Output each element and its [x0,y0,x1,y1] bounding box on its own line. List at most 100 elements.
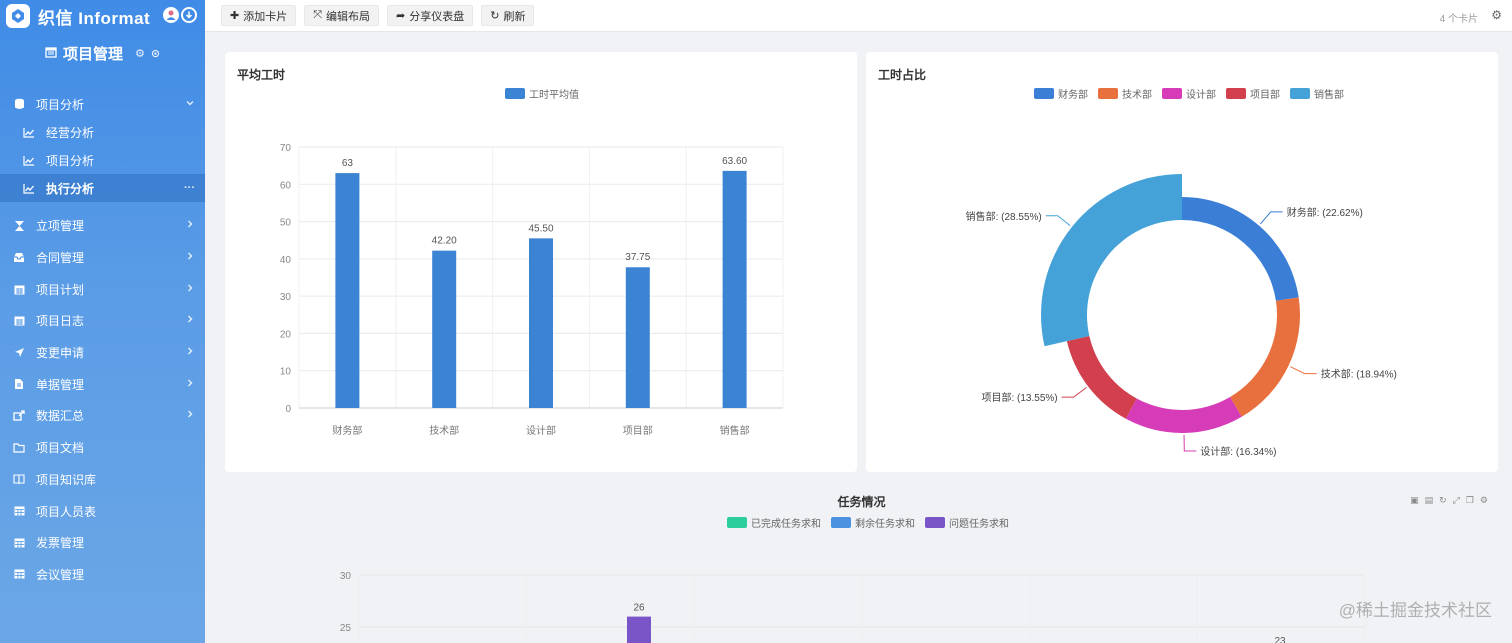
edit-layout-label: 编辑布局 [326,10,371,23]
download-icon[interactable] [181,7,197,23]
table-icon [12,569,26,579]
y-tick-label: 60 [280,180,292,191]
chevron-right-icon [185,283,195,296]
sidebar-item[interactable]: 数据汇总 [0,400,205,432]
refresh-icon[interactable]: ↻ [1439,494,1447,505]
sidebar-item[interactable]: 项目知识库 [0,464,205,496]
image-icon[interactable]: ▣ [1410,494,1419,505]
sidebar-item[interactable]: 单据管理 [0,368,205,400]
legend-item[interactable]: 已完成任务求和 [727,515,821,530]
sidebar: 织信 Informat 项目管理 ⚙ ⊙ 项目分析 [0,0,205,643]
sidebar-item[interactable]: 立项管理 [0,210,205,242]
edit-layout-button[interactable]: ⤧ 编辑布局 [304,5,380,26]
x-tick-label: 技术部 [429,424,459,437]
sidebar-item-project-analysis[interactable]: 项目分析 [0,146,205,174]
y-tick-label: 50 [280,218,292,229]
legend-item[interactable]: 设计部 [1162,86,1216,101]
legend-swatch [1226,88,1246,99]
refresh-icon: ↻ [490,10,500,22]
sidebar-item-execution-analysis[interactable]: 执行分析 ··· [0,174,205,202]
bar-设计部 [529,238,553,408]
slice-label: 项目部: (13.55%) [981,391,1057,404]
chart-legend: 财务部 技术部 设计部 项目部 销售部 [1034,86,1344,101]
label-leader [1183,434,1197,452]
sidebar-item-label: 合同管理 [36,251,85,266]
brand-name: 织信 Informat [38,8,151,28]
y-tick-label: 30 [280,292,292,303]
calendar-icon [12,315,26,326]
bar-问题任务求和 [627,616,651,643]
project-title: 项目管理 [62,45,123,63]
sidebar-item[interactable]: 会议管理 [0,559,205,591]
legend-label: 销售部 [1314,90,1344,101]
watermark: @稀土掘金技术社区 [1338,601,1492,620]
sidebar-group-project-analysis[interactable]: 项目分析 [0,90,205,118]
label-leader [1061,387,1087,398]
refresh-label: 刷新 [503,10,526,23]
brand-logo-icon[interactable] [6,4,30,28]
sidebar-item[interactable]: 项目文档 [0,432,205,464]
chevron-right-icon [185,251,195,264]
legend-label: 项目部 [1250,90,1280,101]
y-tick-label: 30 [340,571,352,582]
sidebar-group-label: 项目分析 [36,97,85,112]
bar-销售部 [722,170,747,408]
sidebar-item[interactable]: 项目计划 [0,273,205,305]
sidebar-item-business-analysis[interactable]: 经营分析 [0,118,205,146]
fullscreen-icon[interactable]: ⤢ [1452,494,1460,505]
sidebar-item-label: 立项管理 [36,219,85,234]
sidebar-item-label: 会议管理 [36,567,85,582]
y-tick-label: 0 [285,404,291,415]
legend-label: 技术部 [1122,90,1152,101]
legend-item[interactable]: 剩余任务求和 [831,515,915,530]
sidebar-item[interactable]: 项目人员表 [0,495,205,527]
x-tick-label: 销售部 [720,424,750,437]
x-tick-label: 设计部 [526,424,556,437]
hourglass-icon [12,220,26,232]
avatar[interactable] [163,7,179,23]
legend-item[interactable]: 技术部 [1098,86,1152,101]
share-dashboard-button[interactable]: ➦ 分享仪表盘 [387,5,474,26]
legend-swatch [1034,88,1054,99]
legend-item[interactable]: 销售部 [1290,86,1344,101]
data-label: 45.50 [528,223,553,234]
gear-icon[interactable]: ⚙ [1479,494,1488,505]
sidebar-item-label: 项目日志 [36,314,85,329]
legend-item[interactable]: 财务部 [1034,86,1088,101]
sidebar-item-label: 项目文档 [36,441,85,456]
legend-label: 剩余任务求和 [855,519,915,530]
legend-item[interactable]: 项目部 [1226,86,1280,101]
book-icon [12,474,26,485]
label-leader [1045,215,1071,227]
toolbar: ✚ 添加卡片 ⤧ 编辑布局 ➦ 分享仪表盘 ↻ 刷新 4 个卡片 ⚙ [205,0,1512,32]
more-circle-icon[interactable]: ⊙ [150,47,161,60]
refresh-button[interactable]: ↻ 刷新 [481,5,535,26]
legend-label: 财务部 [1058,90,1088,101]
copy-icon[interactable]: ❐ [1465,494,1474,505]
more-icon[interactable]: ··· [184,182,195,194]
chart-legend: 工时平均值 [505,86,579,101]
sidebar-item[interactable]: 发票管理 [0,527,205,559]
legend-swatch [1162,88,1182,99]
sidebar-item-label: 变更申请 [36,346,85,361]
y-tick-label: 10 [280,367,292,378]
expand-icon: ⤧ [313,9,323,21]
share-icon: ➦ [396,10,406,22]
chevron-down-icon [185,98,195,111]
settings-icon[interactable]: ⚙ [134,47,145,60]
bar-技术部 [432,250,457,408]
add-card-button[interactable]: ✚ 添加卡片 [221,5,297,26]
sidebar-item[interactable]: 项目日志 [0,305,205,337]
legend-item[interactable]: 工时平均值 [505,86,579,101]
gear-icon[interactable]: ⚙ [1491,8,1502,22]
card-hours-ratio: 工时占比 财务部 技术部 设计部 项目部 销售部 财务部: (22.62%) 技术部: (… [866,52,1498,472]
sidebar-item-label: 经营分析 [46,125,95,140]
share-label: 分享仪表盘 [409,10,465,23]
table-icon [12,538,26,548]
sidebar-item[interactable]: 合同管理 [0,242,205,274]
y-tick-label: 40 [280,255,292,266]
sidebar-item[interactable]: 变更申请 [0,337,205,369]
legend-item[interactable]: 问题任务求和 [925,515,1009,530]
data-view-icon[interactable]: ▤ [1424,494,1434,505]
slice-label: 技术部: (18.94%) [1321,368,1397,381]
